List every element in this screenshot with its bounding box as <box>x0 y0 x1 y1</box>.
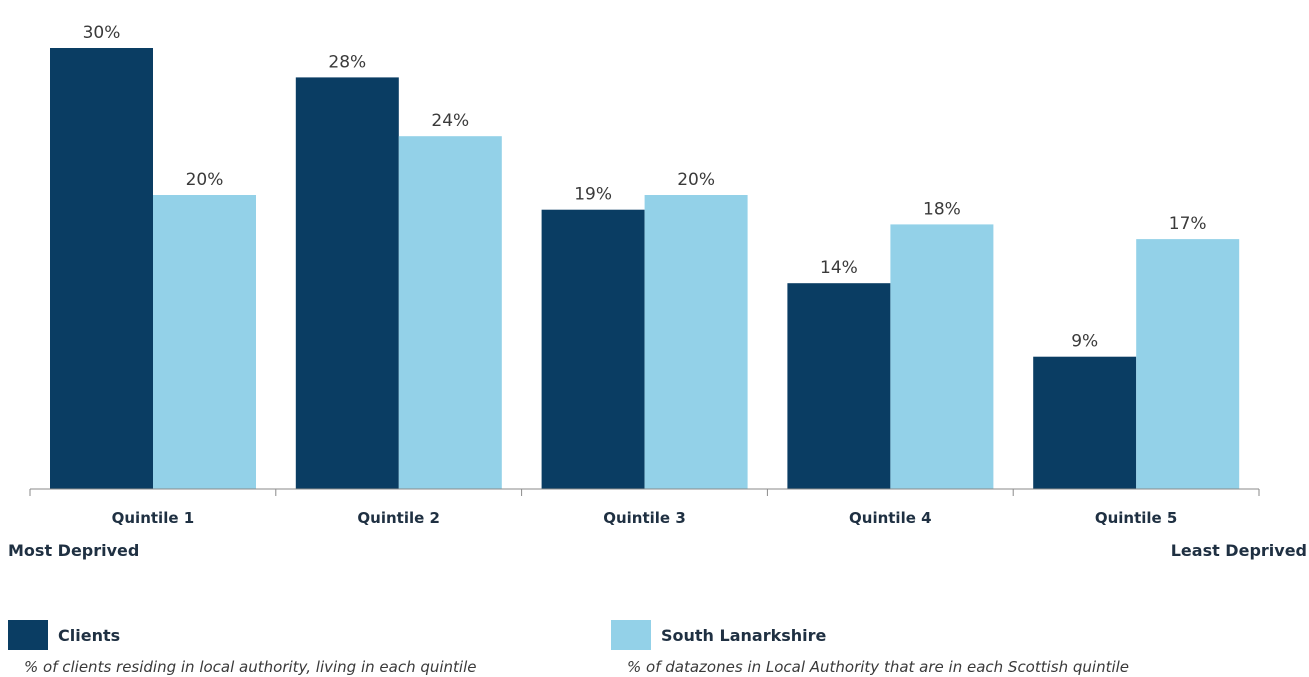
bars-layer <box>50 48 1240 490</box>
x-axis: Quintile 1 Quintile 2 Quintile 3 Quintile 4… <box>29 488 1260 527</box>
category-label-quintile-4: Quintile 4 <box>849 509 932 527</box>
clients-legend-label: Clients <box>58 626 121 645</box>
least-deprived-label: Least Deprived <box>1170 541 1307 560</box>
bar-clients-quintile-4 <box>787 283 891 489</box>
category-label-quintile-1: Quintile 1 <box>112 509 195 527</box>
bar-south-lanarkshire-quintile-3 <box>644 195 748 489</box>
bar-south-lanarkshire-quintile-2 <box>398 136 502 489</box>
data-label-clients-quintile-3: 19% <box>574 185 612 205</box>
bar-clients-quintile-2 <box>295 77 399 490</box>
clients-legend-description: % of clients residing in local authority… <box>24 658 477 676</box>
category-label-quintile-5: Quintile 5 <box>1095 509 1178 527</box>
south-lanarkshire-legend-description: % of datazones in Local Authority that a… <box>627 658 1130 676</box>
bar-south-lanarkshire-quintile-5 <box>1136 239 1240 489</box>
data-label-clients-quintile-4: 14% <box>820 258 858 278</box>
data-label-clients-quintile-5: 9% <box>1071 332 1098 352</box>
category-label-quintile-2: Quintile 2 <box>357 509 440 527</box>
data-label-south-lanarkshire-quintile-1: 20% <box>186 170 224 190</box>
data-label-clients-quintile-1: 30% <box>83 23 121 43</box>
most-deprived-label: Most Deprived <box>8 541 140 560</box>
data-label-clients-quintile-2: 28% <box>328 52 366 72</box>
category-label-quintile-3: Quintile 3 <box>603 509 686 527</box>
bar-chart: 30% 20% 28% 24% 19% 20% 14% 18% 9% 17% Quintile 1… <box>29 23 1260 527</box>
bar-clients-quintile-1 <box>50 48 153 489</box>
clients-legend-swatch <box>8 620 48 650</box>
data-label-south-lanarkshire-quintile-3: 20% <box>677 170 715 190</box>
south-lanarkshire-legend-swatch <box>611 620 651 650</box>
data-labels-layer: 30% 20% 28% 24% 19% 20% 14% 18% 9% 17% <box>83 23 1207 352</box>
data-label-south-lanarkshire-quintile-5: 17% <box>1169 214 1207 234</box>
data-label-south-lanarkshire-quintile-4: 18% <box>923 199 961 219</box>
bar-clients-quintile-5 <box>1033 356 1137 489</box>
south-lanarkshire-legend-label: South Lanarkshire <box>661 626 827 645</box>
data-label-south-lanarkshire-quintile-2: 24% <box>431 111 469 131</box>
bar-south-lanarkshire-quintile-1 <box>153 195 256 489</box>
bar-south-lanarkshire-quintile-4 <box>890 224 994 489</box>
bar-clients-quintile-3 <box>541 209 645 489</box>
